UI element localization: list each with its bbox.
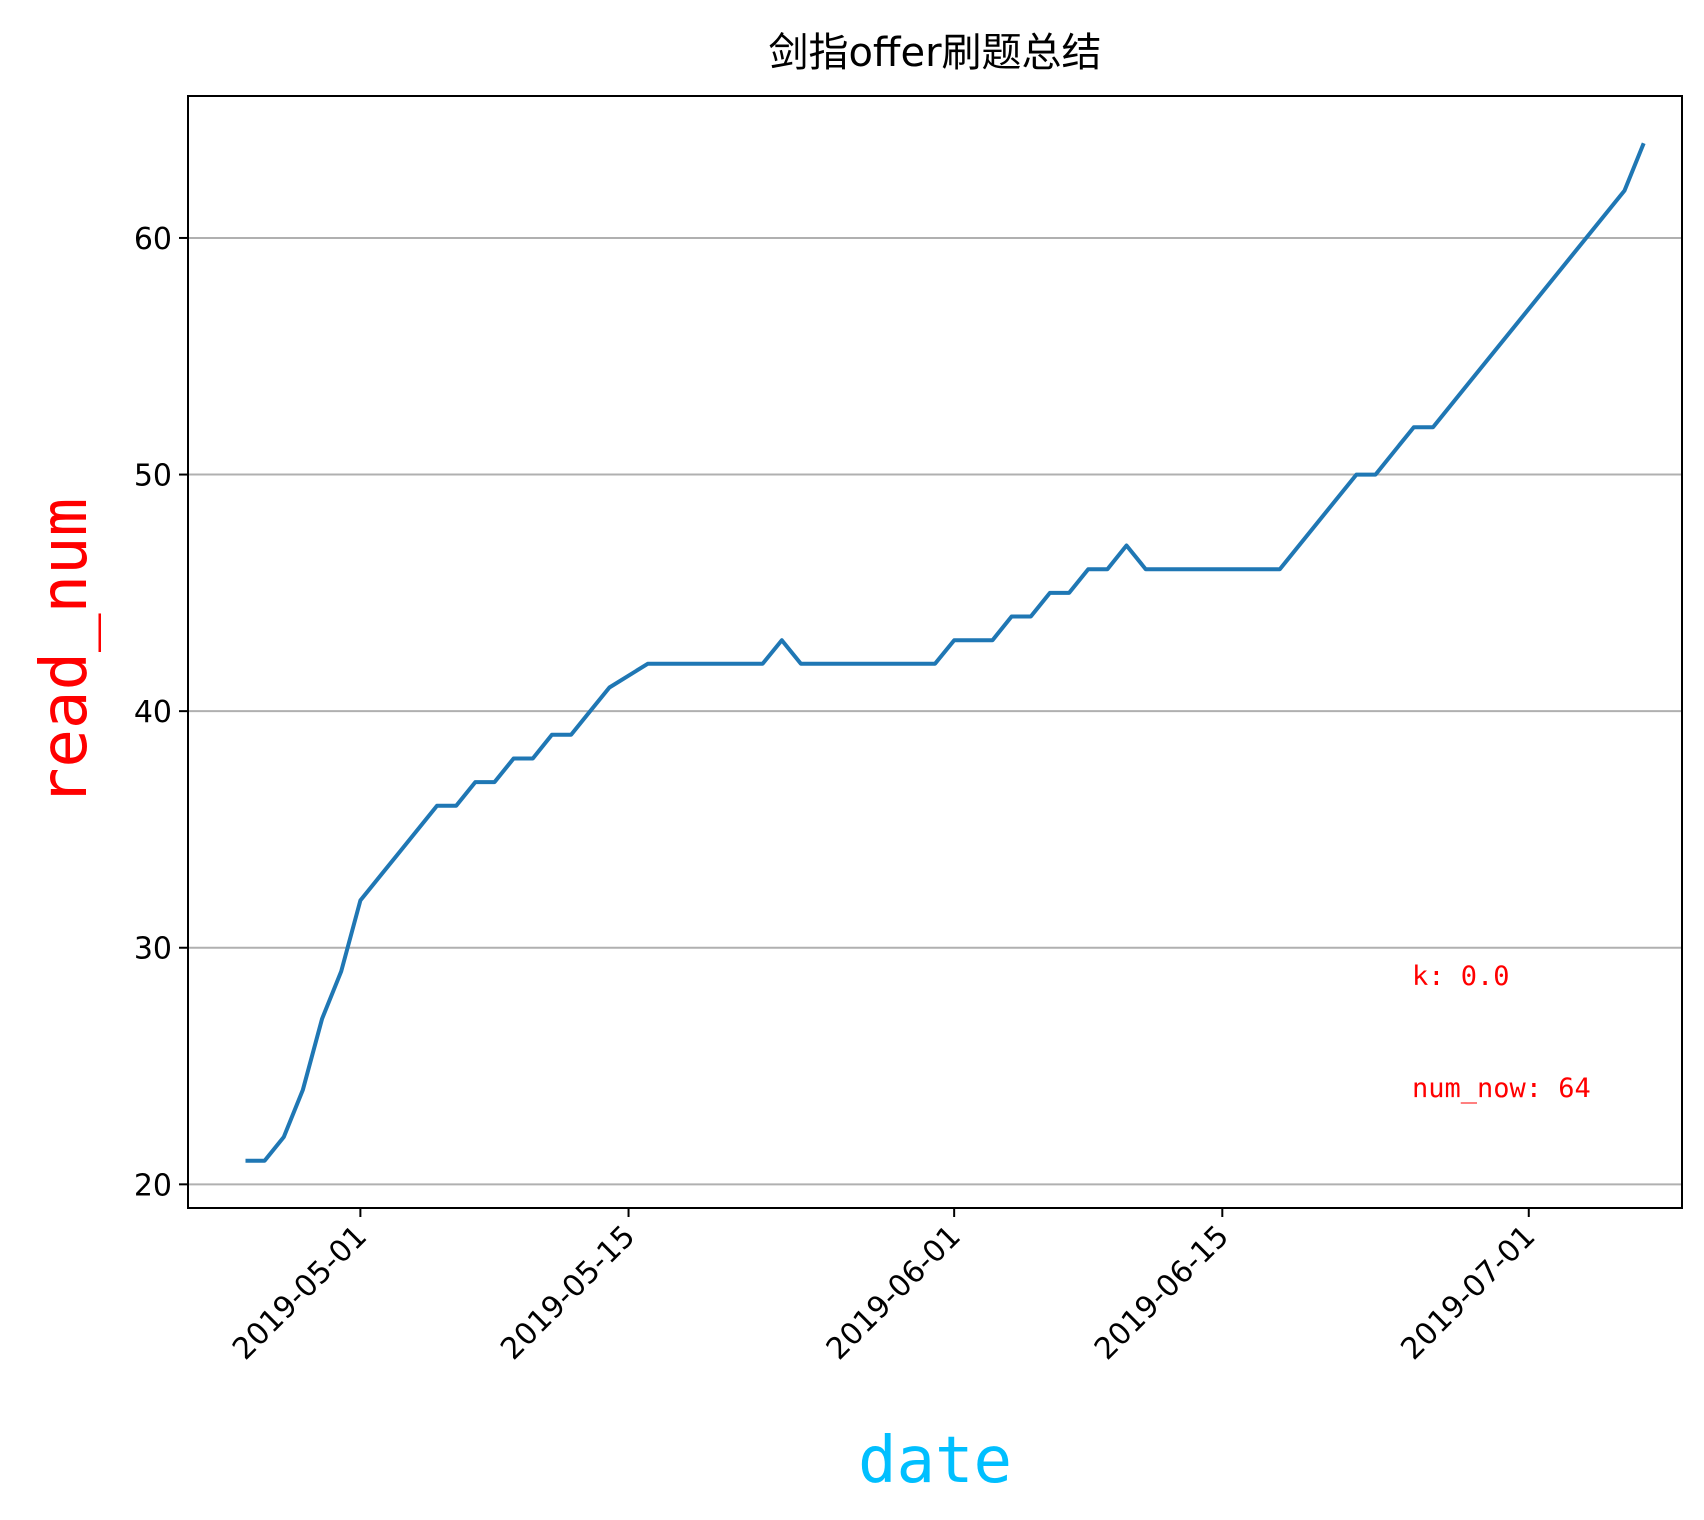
y-tick-label: 60 [134, 222, 172, 257]
x-axis-label: date [858, 1424, 1012, 1498]
y-tick-label: 30 [134, 932, 172, 967]
annotation-num-now: num_now: 64 [1412, 1073, 1591, 1104]
y-tick-label: 40 [134, 695, 172, 730]
series-line [245, 142, 1646, 1163]
y-axis-label: read_num [28, 498, 102, 806]
chart-title: 剑指offer刷题总结 [768, 30, 1101, 76]
gridlines [188, 236, 1682, 1186]
y-axis-ticks: 20 30 40 50 60 [134, 222, 188, 1203]
y-tick-label: 20 [134, 1168, 172, 1203]
annotation-k: k: 0.0 [1412, 961, 1510, 992]
y-tick-label: 50 [134, 459, 172, 494]
plot-frame [187, 95, 1683, 1209]
